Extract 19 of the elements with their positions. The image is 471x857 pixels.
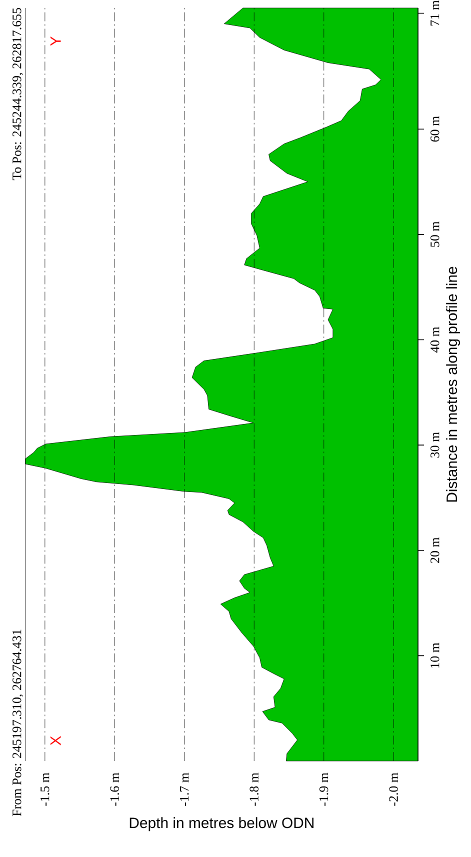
- y-tick-label: 30 m: [430, 432, 440, 458]
- y-axis-title: Distance in metres along profile line: [446, 266, 460, 502]
- text: To Pos: 245244.339, 262817.655: [12, 8, 24, 180]
- text: From Pos: 245197.310, 262764.431: [12, 630, 24, 816]
- annotation: X: [50, 736, 61, 746]
- y-tick-label: 20 m: [430, 537, 440, 563]
- x-tick-label: -1.6 m: [110, 772, 120, 806]
- y-tick-label: 50 m: [430, 221, 440, 247]
- x-tick-label: -1.8 m: [250, 772, 259, 806]
- y-tick-label: 71 m: [430, 0, 440, 26]
- x-axis-title: Depth in metres below ODN: [130, 817, 314, 832]
- y-tick-label: 10 m: [430, 642, 440, 668]
- x-tick-label: -1.9 m: [319, 772, 328, 806]
- y-tick-label: 40 m: [430, 326, 440, 353]
- x-tick-label: -2.0 m: [389, 772, 398, 806]
- annotation: Y: [50, 36, 61, 46]
- y-tick-label: 60 m: [430, 116, 440, 142]
- x-tick-label: -1.7 m: [180, 772, 189, 806]
- x-tick-label: -1.5 m: [40, 772, 50, 806]
